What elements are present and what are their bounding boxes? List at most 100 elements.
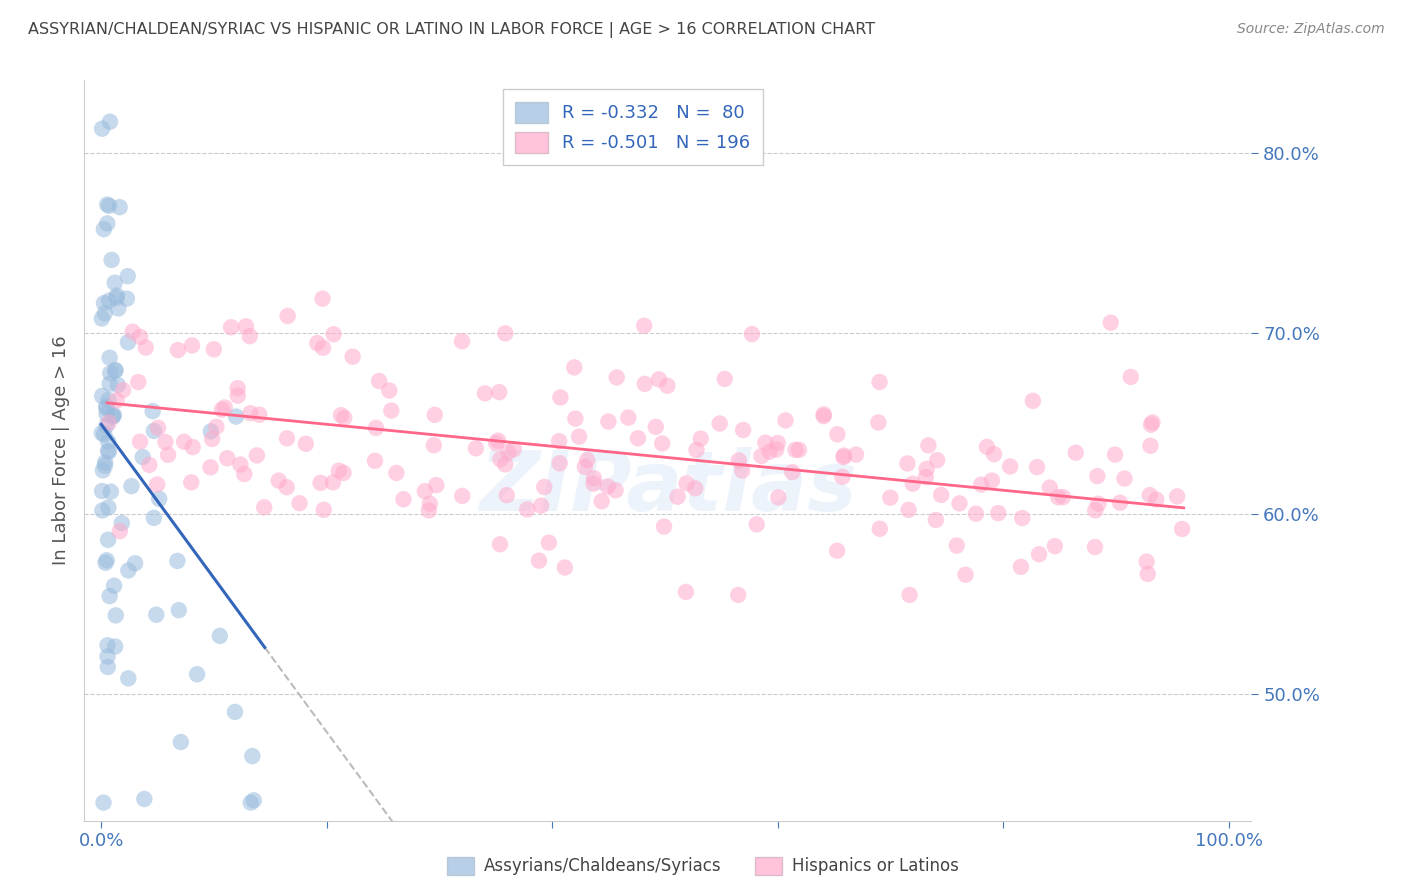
- Point: [1011, 511, 1033, 525]
- Point: [233, 467, 256, 481]
- Point: [1166, 490, 1188, 504]
- Point: [927, 453, 949, 467]
- Point: [713, 372, 735, 386]
- Point: [211, 402, 233, 417]
- Point: [548, 434, 571, 449]
- Point: [96, 216, 118, 230]
- Point: [1084, 503, 1107, 517]
- Text: Source: ZipAtlas.com: Source: ZipAtlas.com: [1237, 22, 1385, 37]
- Point: [93, 427, 115, 442]
- Point: [97, 444, 120, 458]
- Point: [765, 442, 787, 457]
- Point: [751, 449, 773, 463]
- Point: [330, 408, 353, 422]
- Point: [533, 480, 555, 494]
- Point: [309, 475, 332, 490]
- Point: [322, 327, 344, 342]
- Point: [145, 607, 167, 622]
- Point: [117, 564, 139, 578]
- Point: [1064, 446, 1087, 460]
- Point: [945, 539, 967, 553]
- Point: [307, 336, 329, 351]
- Point: [202, 343, 225, 357]
- Point: [247, 408, 270, 422]
- Point: [606, 370, 628, 384]
- Point: [1084, 540, 1107, 554]
- Point: [94, 556, 117, 570]
- Point: [733, 423, 755, 437]
- Point: [617, 410, 640, 425]
- Point: [364, 454, 387, 468]
- Point: [276, 480, 298, 494]
- Point: [869, 375, 891, 389]
- Point: [813, 408, 835, 422]
- Point: [1087, 497, 1109, 511]
- Point: [105, 393, 128, 408]
- Point: [97, 416, 120, 430]
- Point: [93, 296, 115, 310]
- Point: [486, 434, 509, 448]
- Point: [1022, 393, 1045, 408]
- Point: [502, 442, 524, 457]
- Point: [97, 392, 120, 407]
- Point: [135, 341, 157, 355]
- Point: [488, 385, 510, 400]
- Point: [741, 327, 763, 342]
- Point: [328, 464, 350, 478]
- Point: [129, 434, 152, 449]
- Point: [288, 496, 311, 510]
- Point: [568, 429, 591, 443]
- Point: [596, 479, 619, 493]
- Point: [200, 460, 222, 475]
- Point: [96, 638, 118, 652]
- Point: [787, 442, 810, 457]
- Point: [574, 459, 596, 474]
- Point: [768, 491, 790, 505]
- Point: [142, 511, 165, 525]
- Point: [94, 458, 117, 473]
- Point: [101, 409, 124, 424]
- Point: [489, 537, 512, 551]
- Point: [104, 276, 127, 290]
- Point: [727, 588, 749, 602]
- Point: [605, 483, 627, 498]
- Point: [115, 292, 138, 306]
- Point: [464, 442, 486, 456]
- Point: [226, 381, 249, 395]
- Point: [107, 301, 129, 316]
- Point: [530, 499, 553, 513]
- Point: [598, 415, 620, 429]
- Point: [229, 458, 252, 472]
- Point: [998, 459, 1021, 474]
- Point: [1085, 469, 1108, 483]
- Point: [1136, 566, 1159, 581]
- Point: [97, 434, 120, 449]
- Point: [205, 420, 228, 434]
- Point: [96, 197, 118, 211]
- Point: [146, 421, 169, 435]
- Point: [91, 121, 114, 136]
- Point: [1104, 448, 1126, 462]
- Point: [181, 440, 204, 454]
- Point: [157, 448, 180, 462]
- Point: [246, 449, 269, 463]
- Point: [576, 453, 599, 467]
- Text: ASSYRIAN/CHALDEAN/SYRIAC VS HISPANIC OR LATINO IN LABOR FORCE | AGE > 16 CORRELA: ASSYRIAN/CHALDEAN/SYRIAC VS HISPANIC OR …: [28, 22, 876, 38]
- Point: [651, 436, 673, 450]
- Point: [489, 452, 512, 467]
- Point: [97, 533, 120, 547]
- Point: [869, 522, 891, 536]
- Point: [474, 386, 496, 401]
- Point: [380, 403, 402, 417]
- Point: [111, 516, 134, 530]
- Point: [105, 288, 128, 302]
- Point: [131, 450, 153, 464]
- Legend: Assyrians/Chaldeans/Syriacs, Hispanics or Latinos: Assyrians/Chaldeans/Syriacs, Hispanics o…: [439, 848, 967, 884]
- Point: [548, 456, 571, 470]
- Point: [146, 477, 169, 491]
- Point: [1109, 496, 1132, 510]
- Point: [564, 411, 586, 425]
- Legend: R = -0.332   N =  80, R = -0.501   N = 196: R = -0.332 N = 80, R = -0.501 N = 196: [503, 89, 763, 165]
- Point: [825, 543, 848, 558]
- Point: [91, 389, 114, 403]
